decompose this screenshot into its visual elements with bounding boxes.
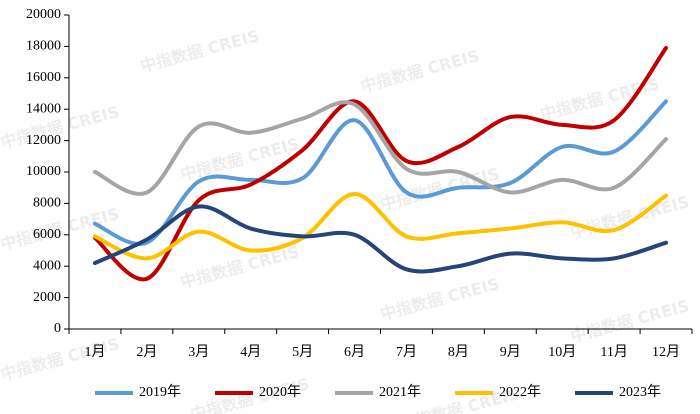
legend-label: 2023年 (619, 384, 661, 400)
y-tick-label: 18000 (26, 39, 61, 54)
watermark: 中指数据 CREIS (568, 296, 691, 346)
x-tick-label: 1月 (84, 344, 105, 360)
y-tick-label: 8000 (33, 196, 61, 211)
legend-label: 2019年 (139, 384, 181, 400)
x-tick-label: 6月 (344, 344, 365, 360)
x-tick-label: 5月 (292, 344, 313, 360)
x-tick-label: 3月 (188, 344, 209, 360)
x-tick-label: 8月 (448, 344, 469, 360)
y-tick-label: 0 (54, 321, 61, 336)
legend-label: 2022年 (499, 384, 541, 400)
legend-label: 2020年 (259, 384, 301, 400)
y-tick-label: 6000 (33, 227, 61, 242)
legend-label: 2021年 (379, 384, 421, 400)
series-line (92, 204, 669, 274)
series-line (92, 191, 669, 261)
y-tick-label: 20000 (26, 7, 61, 22)
series-line (92, 99, 669, 246)
x-tick-label: 7月 (396, 344, 417, 360)
y-tick-label: 10000 (26, 164, 61, 179)
watermark: 中指数据 CREIS (178, 134, 301, 184)
y-tick-label: 12000 (26, 133, 61, 148)
series-line (92, 45, 669, 282)
x-tick-label: 11月 (600, 344, 627, 360)
x-tick-label: 10月 (548, 344, 576, 360)
watermark: 中指数据 CREIS (138, 26, 261, 76)
y-tick-label: 2000 (33, 290, 61, 305)
x-tick-label: 9月 (500, 344, 521, 360)
x-tick-label: 4月 (240, 344, 261, 360)
y-tick-label: 14000 (26, 101, 61, 116)
watermark: 中指数据 CREIS (378, 274, 501, 324)
y-tick-label: 16000 (26, 70, 61, 85)
x-tick-label: 12月 (652, 344, 680, 360)
y-tick-label: 4000 (33, 258, 61, 273)
x-tick-label: 2月 (136, 344, 157, 360)
watermark: 中指数据 CREIS (568, 192, 691, 242)
series-line (92, 100, 669, 196)
watermark: 中指数据 CREIS (358, 46, 481, 96)
